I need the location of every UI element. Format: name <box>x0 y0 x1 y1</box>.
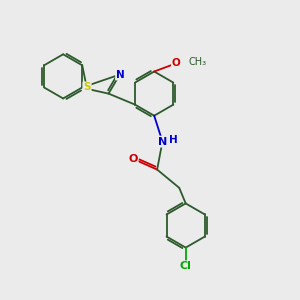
Text: N: N <box>158 136 167 147</box>
Text: N: N <box>116 70 125 80</box>
Text: S: S <box>83 82 91 92</box>
Text: CH₃: CH₃ <box>189 57 207 67</box>
Text: Cl: Cl <box>180 261 192 272</box>
Text: O: O <box>128 154 138 164</box>
Text: O: O <box>172 58 181 68</box>
Text: H: H <box>169 135 178 145</box>
